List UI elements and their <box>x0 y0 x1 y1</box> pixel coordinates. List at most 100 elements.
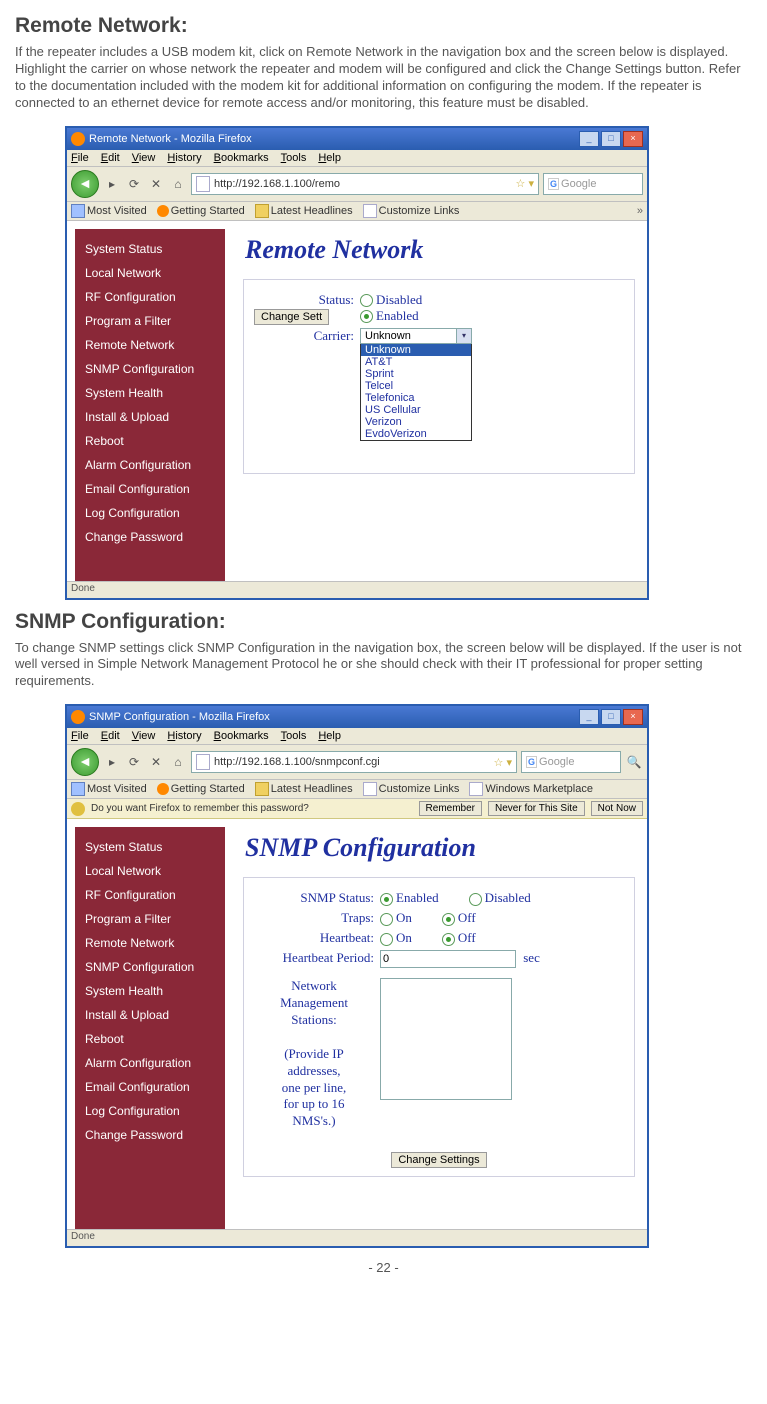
sidebar-item-program-a-filter[interactable]: Program a Filter <box>75 907 225 931</box>
reload-button[interactable]: ⟳ <box>125 175 143 193</box>
sidebar-item-log-configuration[interactable]: Log Configuration <box>75 501 225 525</box>
sidebar-item-change-password[interactable]: Change Password <box>75 525 225 549</box>
sidebar-item-snmp-configuration[interactable]: SNMP Configuration <box>75 357 225 381</box>
back-button[interactable]: ◄ <box>71 170 99 198</box>
forward-button[interactable]: ▸ <box>103 175 121 193</box>
sidebar-item-log-configuration[interactable]: Log Configuration <box>75 1099 225 1123</box>
sidebar-item-system-status[interactable]: System Status <box>75 835 225 859</box>
menu-bookmarks[interactable]: Bookmarks <box>214 730 269 742</box>
menu-file[interactable]: File <box>71 730 89 742</box>
url-bar[interactable]: http://192.168.1.100/remo ☆ ▾ <box>191 173 539 195</box>
traps-off-radio[interactable] <box>442 913 455 926</box>
carrier-option-att[interactable]: AT&T <box>361 356 471 368</box>
reload-button[interactable]: ⟳ <box>125 753 143 771</box>
off-text2: Off <box>458 930 476 945</box>
heartbeat-off-radio[interactable] <box>442 933 455 946</box>
sidebar-item-rf-configuration[interactable]: RF Configuration <box>75 883 225 907</box>
menu-view[interactable]: View <box>132 730 156 742</box>
snmp-enabled-radio[interactable] <box>380 893 393 906</box>
maximize-button[interactable]: □ <box>601 131 621 147</box>
stop-button[interactable]: ✕ <box>147 175 165 193</box>
bookmark-getting-started[interactable]: Getting Started <box>157 205 245 217</box>
heartbeat-period-input[interactable] <box>380 950 516 968</box>
key-icon <box>71 802 85 816</box>
menu-tools[interactable]: Tools <box>281 152 307 164</box>
search-box[interactable]: G Google <box>521 751 621 773</box>
sidebar-item-email-configuration[interactable]: Email Configuration <box>75 477 225 501</box>
bookmark-windows-marketplace[interactable]: Windows Marketplace <box>469 782 593 796</box>
minimize-button[interactable]: _ <box>579 709 599 725</box>
menu-help[interactable]: Help <box>318 730 341 742</box>
sidebar-item-system-health[interactable]: System Health <box>75 979 225 1003</box>
search-go-icon[interactable]: 🔍 <box>625 753 643 771</box>
sidebar-item-change-password[interactable]: Change Password <box>75 1123 225 1147</box>
change-settings-button[interactable]: Change Settings <box>391 1152 486 1168</box>
traps-on-radio[interactable] <box>380 913 393 926</box>
bookmark-latest-headlines[interactable]: Latest Headlines <box>255 782 353 796</box>
snmp-form: SNMP Status: Enabled Disabled Traps: On … <box>243 877 635 1177</box>
menu-bookmarks[interactable]: Bookmarks <box>214 152 269 164</box>
heartbeat-on-radio[interactable] <box>380 933 393 946</box>
bookmark-customize-links[interactable]: Customize Links <box>363 204 460 218</box>
stop-button[interactable]: ✕ <box>147 753 165 771</box>
maximize-button[interactable]: □ <box>601 709 621 725</box>
carrier-dropdown[interactable]: Unknown▾ <box>360 328 472 344</box>
menu-help[interactable]: Help <box>318 152 341 164</box>
menu-edit[interactable]: Edit <box>101 152 120 164</box>
sidebar-item-alarm-configuration[interactable]: Alarm Configuration <box>75 453 225 477</box>
menu-history[interactable]: History <box>167 730 201 742</box>
never-button[interactable]: Never for This Site <box>488 801 585 816</box>
bookmark-latest-headlines[interactable]: Latest Headlines <box>255 204 353 218</box>
snmp-disabled-radio[interactable] <box>469 893 482 906</box>
sidebar-item-remote-network[interactable]: Remote Network <box>75 333 225 357</box>
sidebar-item-install-upload[interactable]: Install & Upload <box>75 1003 225 1027</box>
sidebar-item-install-upload[interactable]: Install & Upload <box>75 405 225 429</box>
bookmark-most-visited[interactable]: Most Visited <box>71 782 147 796</box>
bookmark-customize-links[interactable]: Customize Links <box>363 782 460 796</box>
sidebar-item-system-health[interactable]: System Health <box>75 381 225 405</box>
carrier-option-telefonica[interactable]: Telefonica <box>361 392 471 404</box>
change-settings-button[interactable]: Change Sett <box>254 309 329 325</box>
menu-edit[interactable]: Edit <box>101 730 120 742</box>
sidebar-item-local-network[interactable]: Local Network <box>75 859 225 883</box>
off-text: Off <box>458 910 476 925</box>
sidebar-item-reboot[interactable]: Reboot <box>75 1027 225 1051</box>
home-button[interactable]: ⌂ <box>169 175 187 193</box>
titlebar: SNMP Configuration - Mozilla Firefox _ □… <box>67 706 647 728</box>
carrier-option-verizon[interactable]: Verizon <box>361 416 471 428</box>
carrier-option-sprint[interactable]: Sprint <box>361 368 471 380</box>
close-button[interactable]: × <box>623 131 643 147</box>
url-text: http://192.168.1.100/remo <box>214 178 340 190</box>
sidebar-item-email-configuration[interactable]: Email Configuration <box>75 1075 225 1099</box>
bookmark-most-visited[interactable]: Most Visited <box>71 204 147 218</box>
not-now-button[interactable]: Not Now <box>591 801 643 816</box>
home-button[interactable]: ⌂ <box>169 753 187 771</box>
bookmark-getting-started[interactable]: Getting Started <box>157 783 245 795</box>
url-bar[interactable]: http://192.168.1.100/snmpconf.cgi ☆ ▾ <box>191 751 517 773</box>
minimize-button[interactable]: _ <box>579 131 599 147</box>
search-box[interactable]: G Google <box>543 173 643 195</box>
sidebar-item-reboot[interactable]: Reboot <box>75 429 225 453</box>
menu-history[interactable]: History <box>167 152 201 164</box>
forward-button[interactable]: ▸ <box>103 753 121 771</box>
carrier-option-uscellular[interactable]: US Cellular <box>361 404 471 416</box>
status-disabled-radio[interactable] <box>360 294 373 307</box>
carrier-option-evdoverizon[interactable]: EvdoVerizon <box>361 428 471 440</box>
status-enabled-radio[interactable] <box>360 310 373 323</box>
menu-file[interactable]: File <box>71 152 89 164</box>
back-button[interactable]: ◄ <box>71 748 99 776</box>
sidebar-item-rf-configuration[interactable]: RF Configuration <box>75 285 225 309</box>
nms-textarea[interactable] <box>380 978 512 1100</box>
menu-tools[interactable]: Tools <box>281 730 307 742</box>
carrier-option-telcel[interactable]: Telcel <box>361 380 471 392</box>
remember-button[interactable]: Remember <box>419 801 482 816</box>
sidebar-item-snmp-configuration[interactable]: SNMP Configuration <box>75 955 225 979</box>
close-button[interactable]: × <box>623 709 643 725</box>
sidebar-item-local-network[interactable]: Local Network <box>75 261 225 285</box>
sidebar-item-system-status[interactable]: System Status <box>75 237 225 261</box>
sidebar-item-program-a-filter[interactable]: Program a Filter <box>75 309 225 333</box>
sidebar-item-remote-network[interactable]: Remote Network <box>75 931 225 955</box>
carrier-option-unknown[interactable]: Unknown <box>361 344 471 356</box>
menu-view[interactable]: View <box>132 152 156 164</box>
sidebar-item-alarm-configuration[interactable]: Alarm Configuration <box>75 1051 225 1075</box>
